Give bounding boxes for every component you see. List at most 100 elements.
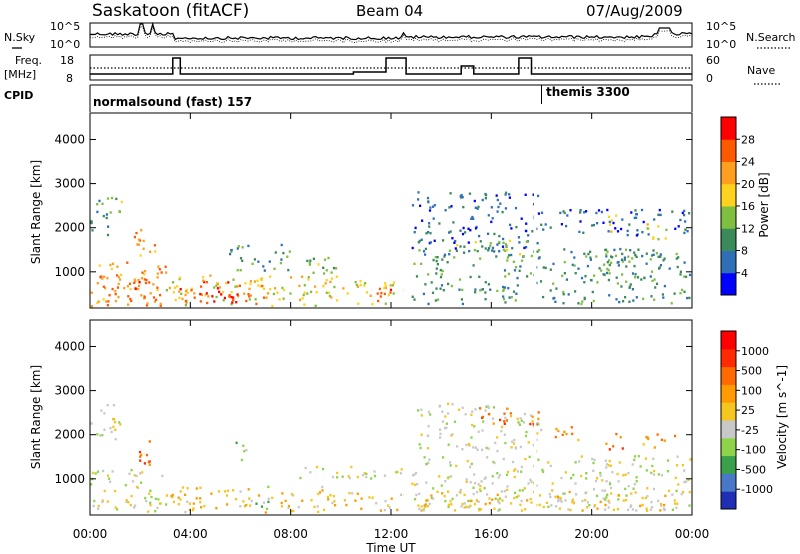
heatmap-cell: [469, 229, 472, 232]
heatmap-cell: [504, 275, 507, 278]
heatmap-cell: [514, 206, 518, 210]
heatmap-cell: [427, 461, 430, 465]
heatmap-cell: [637, 455, 640, 458]
heatmap-cell: [487, 232, 490, 235]
heatmap-cell: [644, 457, 647, 460]
heatmap-cell: [502, 241, 505, 244]
heatmap-cell: [610, 230, 613, 233]
heatmap-cell: [461, 406, 464, 409]
heatmap-cell: [178, 277, 181, 281]
heatmap-cell: [328, 294, 331, 298]
heatmap-cell: [536, 242, 539, 245]
heatmap-cell: [664, 494, 667, 497]
heatmap-cell: [569, 508, 572, 512]
heatmap-cell: [640, 208, 644, 212]
heatmap-cell: [92, 504, 95, 508]
heatmap-cell: [484, 409, 487, 412]
heatmap-cell: [138, 450, 142, 454]
heatmap-cell: [592, 488, 596, 491]
heatmap-cell: [616, 282, 619, 285]
heatmap-cell: [111, 287, 114, 291]
heatmap-cell: [519, 503, 522, 506]
heatmap-cell: [102, 469, 105, 473]
nsky-trace: [89, 21, 693, 41]
heatmap-cell: [565, 224, 568, 228]
colorbar-tick-label: 8: [741, 245, 748, 258]
heatmap-cell: [629, 283, 632, 286]
heatmap-cell: [112, 425, 115, 428]
heatmap-cell: [676, 464, 679, 467]
heatmap-cell: [265, 296, 268, 299]
heatmap-cell: [422, 250, 426, 253]
heatmap-cell: [308, 262, 311, 265]
heatmap-cell: [310, 290, 313, 294]
y-tick-label: 2000: [54, 428, 85, 442]
heatmap-cell: [617, 494, 621, 497]
heatmap-cell: [144, 496, 147, 500]
heatmap-cell: [605, 480, 608, 483]
heatmap-cell: [542, 228, 545, 231]
heatmap-cell: [420, 262, 423, 265]
heatmap-cell: [463, 493, 466, 497]
heatmap-cell: [626, 229, 629, 233]
heatmap-cell: [425, 481, 428, 484]
heatmap-cell: [646, 487, 649, 490]
heatmap-cell: [498, 250, 501, 253]
heatmap-cell: [489, 244, 492, 248]
heatmap-cell: [239, 269, 242, 272]
heatmap-cell: [450, 503, 453, 506]
heatmap-cell: [102, 214, 105, 218]
heatmap-cell: [688, 273, 692, 277]
heatmap-cell: [524, 508, 527, 511]
heatmap-cell: [612, 445, 615, 448]
heatmap-cell: [477, 483, 480, 486]
heatmap-cell: [425, 499, 428, 502]
heatmap-cell: [199, 486, 202, 489]
heatmap-cell: [334, 504, 337, 507]
heatmap-cell: [635, 296, 638, 299]
heatmap-cell: [653, 298, 656, 301]
heatmap-cell: [460, 505, 463, 508]
heatmap-cell: [617, 498, 620, 501]
heatmap-cell: [418, 507, 421, 511]
heatmap-cell: [593, 505, 596, 508]
heatmap-cell: [649, 508, 652, 511]
heatmap-cell: [588, 504, 591, 507]
heatmap-cell: [459, 488, 462, 492]
heatmap-cell: [129, 297, 132, 301]
heatmap-cell: [145, 499, 148, 503]
heatmap-cell: [479, 489, 482, 493]
heatmap-cell: [532, 193, 535, 196]
heatmap-cell: [636, 229, 639, 232]
heatmap-cell: [497, 509, 500, 512]
heatmap-cell: [222, 299, 225, 302]
heatmap-cell: [581, 300, 584, 303]
heatmap-cell: [683, 275, 686, 278]
heatmap-cell: [492, 460, 495, 464]
heatmap-cell: [655, 282, 659, 285]
heatmap-cell: [659, 255, 662, 258]
heatmap-cell: [524, 434, 528, 438]
heatmap-cell: [493, 461, 496, 465]
heatmap-cell: [447, 503, 450, 507]
heatmap-cell: [426, 505, 430, 508]
colorbar-frame: [720, 330, 737, 510]
heatmap-cell: [618, 461, 621, 464]
heatmap-cell: [184, 293, 187, 297]
heatmap-cell: [220, 293, 223, 296]
heatmap-cell: [557, 429, 560, 433]
heatmap-cell: [435, 259, 438, 263]
heatmap-cell: [383, 474, 387, 477]
heatmap-cell: [439, 432, 442, 436]
heatmap-cell: [607, 269, 610, 272]
heatmap-cell: [562, 291, 565, 294]
heatmap-cell: [90, 220, 93, 223]
heatmap-cell: [356, 492, 359, 495]
heatmap-cell: [413, 483, 417, 487]
power-ylabel: Slant Range [km]: [29, 160, 43, 264]
heatmap-cell: [439, 404, 442, 408]
heatmap-cell: [146, 302, 149, 305]
heatmap-cell: [287, 504, 291, 508]
heatmap-cell: [462, 226, 465, 230]
heatmap-cell: [482, 420, 485, 423]
